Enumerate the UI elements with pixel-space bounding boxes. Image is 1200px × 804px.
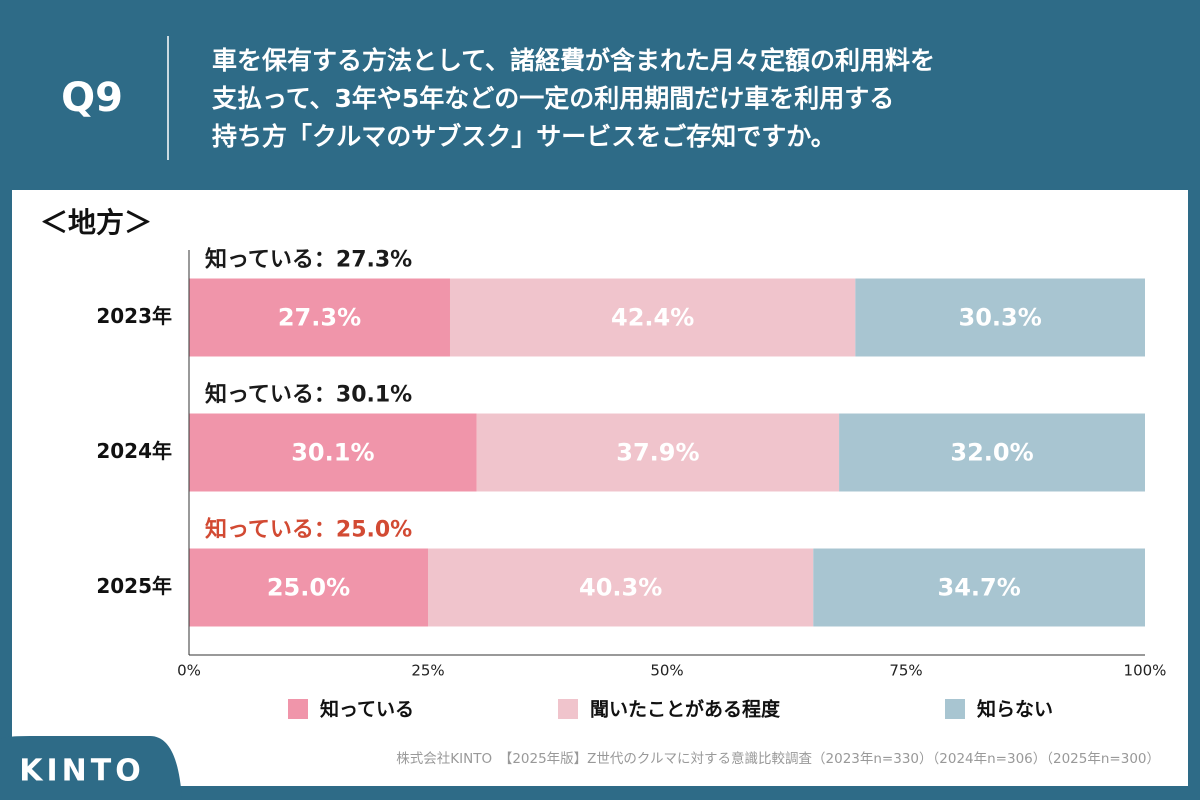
x-tick-label: 0% — [177, 662, 201, 680]
bar-segment — [813, 548, 1145, 627]
legend-swatch — [945, 699, 965, 719]
x-tick-label: 25% — [411, 662, 444, 680]
data-label: 40.3% — [579, 574, 662, 602]
bar-segment — [189, 278, 450, 357]
legend-label: 知っている — [320, 698, 414, 721]
annotation: 知っている：30.1% — [205, 382, 412, 408]
y-tick-label: 2025年 — [96, 574, 172, 598]
title-line: 持ち方「クルマのサブスク」サービスをご存知ですか。 — [212, 122, 836, 151]
data-label: 37.9% — [616, 439, 699, 467]
annotation: 知っている：25.0% — [205, 517, 412, 543]
logo-tab — [0, 736, 182, 800]
data-label: 30.3% — [959, 304, 1042, 332]
y-tick-label: 2024年 — [96, 439, 172, 463]
data-label: 30.1% — [291, 439, 374, 467]
bar-segment — [855, 278, 1145, 357]
legend-swatch — [288, 699, 308, 719]
bar-segment — [476, 413, 840, 492]
legend-label: 聞いたことがある程度 — [590, 698, 781, 721]
data-label: 42.4% — [611, 304, 694, 332]
legend-label: 知らない — [977, 698, 1053, 721]
source-note: 株式会社KINTO 【2025年版】Z世代のクルマに対する意識比較調査（2023… — [396, 750, 1160, 767]
chart-subtitle: ＜地方＞ — [40, 206, 152, 239]
data-label: 25.0% — [267, 574, 350, 602]
x-tick-label: 75% — [889, 662, 922, 680]
bar-segment — [839, 413, 1145, 492]
bar-segment — [428, 548, 814, 627]
y-tick-label: 2023年 — [96, 304, 172, 328]
bar-segment — [449, 278, 856, 357]
x-tick-label: 100% — [1124, 662, 1167, 680]
data-label: 27.3% — [278, 304, 361, 332]
title-line: 車を保有する方法として、諸経費が含まれた月々定額の利用料を — [212, 46, 935, 75]
title-line: 支払って、3年や5年などの一定の利用期間だけ車を利用する — [212, 84, 894, 113]
legend-swatch — [558, 699, 578, 719]
annotation: 知っている：27.3% — [205, 247, 412, 273]
data-label: 34.7% — [938, 574, 1021, 602]
question-number: Q9 — [61, 75, 123, 121]
x-tick-label: 50% — [650, 662, 683, 680]
bar-segment — [189, 548, 428, 627]
data-label: 32.0% — [950, 439, 1033, 467]
logo: KINTO — [19, 754, 144, 789]
bar-segment — [189, 413, 477, 492]
plot: 0% 25% 50% 75% 100% 2023年 知っている：27.3% 27.3% 42.4… — [96, 247, 1166, 721]
